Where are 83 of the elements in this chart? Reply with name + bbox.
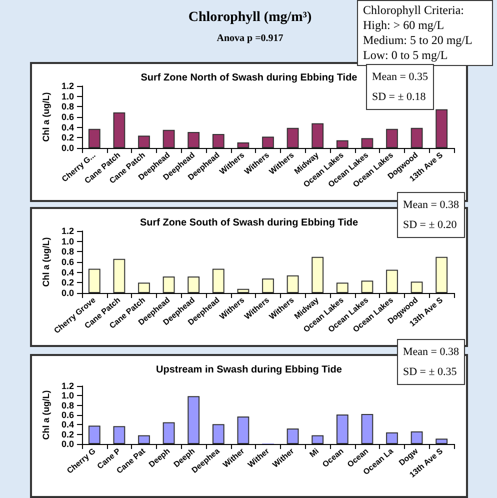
text: Mean = 0.35 (372, 70, 428, 85)
bar (361, 280, 374, 293)
bar (312, 435, 324, 444)
text: SD = ± 0.20 (403, 218, 458, 233)
bar (312, 123, 324, 148)
bar (361, 414, 374, 444)
y-axis-title: Chl a (ug/L) (41, 92, 52, 142)
y-tick-label: 0.2 (61, 429, 74, 440)
y-tick-label: 0.2 (61, 278, 74, 288)
y-tick-label: 0.6 (61, 112, 74, 122)
y-axis-title: Chl a (ug/L) (41, 237, 52, 287)
y-tick-label: 0.0 (61, 143, 74, 153)
bar (138, 136, 150, 148)
bar (336, 282, 348, 293)
text: Medium: 5 to 20 mg/L (363, 33, 474, 48)
y-tick-label: 0.6 (61, 410, 74, 420)
bar (88, 128, 100, 148)
bar (336, 140, 348, 148)
bar (436, 256, 448, 293)
y-tick-label: 0.4 (61, 420, 74, 430)
text: Low: 0 to 5 mg/L (363, 48, 449, 63)
bar (113, 112, 126, 148)
chart-title: Surf Zone North of Swash during Ebbing Tide (140, 72, 358, 84)
y-tick-label: 0.4 (61, 267, 74, 278)
bar (286, 128, 299, 148)
y-tick-label: 0.6 (61, 257, 74, 267)
bar (237, 288, 250, 293)
y-tick-label: 1.0 (61, 236, 74, 246)
y-tick-label: 0.8 (61, 102, 74, 112)
chart-title: Upstream in Swash during Ebbing Tide (156, 364, 342, 376)
y-tick-label: 0.0 (61, 439, 74, 449)
bar (88, 426, 100, 444)
bar (188, 396, 200, 444)
bar (312, 256, 324, 293)
bar (386, 270, 398, 293)
y-tick-label: 0.8 (61, 246, 74, 257)
text: Mean = 0.38 (403, 345, 459, 360)
bar (262, 278, 274, 293)
bar (262, 136, 274, 148)
bar (386, 432, 398, 444)
bar (286, 275, 299, 293)
text: High: > 60 mg/L (363, 18, 446, 33)
bar (188, 132, 200, 148)
bar (113, 426, 126, 444)
y-tick-label: 0.2 (61, 132, 74, 143)
bar (88, 268, 100, 293)
bar (410, 128, 423, 148)
text: SD = ± 0.35 (403, 365, 458, 380)
bar (410, 282, 423, 293)
y-tick-label: 0.8 (61, 400, 74, 410)
bar (361, 138, 374, 148)
y-axis-title: Chl a (ug/L) (41, 390, 52, 440)
bar (138, 282, 150, 293)
bar (113, 258, 126, 293)
bar (138, 435, 150, 444)
y-tick-label: 1.0 (61, 91, 74, 102)
x-tick-label: Mi (308, 446, 320, 460)
bar (237, 416, 250, 444)
bar (162, 130, 175, 148)
bar (237, 142, 250, 148)
bar (410, 431, 423, 444)
text: Mean = 0.38 (403, 198, 459, 213)
bar (162, 276, 175, 293)
y-tick-label: 1.2 (61, 226, 74, 236)
text: Chlorophyll Criteria: (363, 3, 465, 18)
bar (286, 428, 299, 444)
text: Chlorophyll (mg/m³) (187, 10, 313, 26)
y-tick-label: 0.4 (61, 122, 74, 132)
bar (188, 276, 200, 293)
y-tick-label: 1.2 (61, 81, 74, 91)
bar (212, 424, 224, 444)
y-tick-label: 1.0 (61, 390, 74, 401)
chart-title: Surf Zone South of Swash during Ebbing Tide (140, 218, 359, 228)
bar (336, 414, 348, 444)
y-tick-label: 1.2 (61, 381, 74, 391)
text: Anova p =0.917 (216, 33, 284, 44)
bar (212, 268, 224, 293)
bar (162, 422, 175, 444)
y-tick-label: 0.0 (61, 288, 74, 298)
bar (212, 134, 224, 148)
bar (436, 438, 448, 444)
annotation: SD = ± 0.18 (372, 90, 427, 105)
bar (386, 128, 398, 148)
